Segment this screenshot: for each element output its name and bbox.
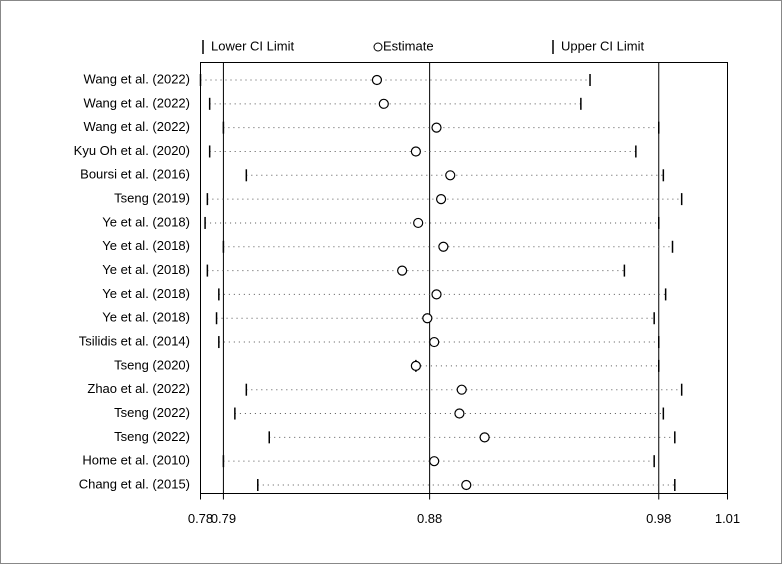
- y-tick-label: Wang et al. (2022): [84, 71, 190, 86]
- y-tick-label: Ye et al. (2018): [102, 286, 190, 301]
- legend-label: Estimate: [383, 38, 434, 53]
- estimate: [371, 74, 383, 86]
- y-tick-label: Tseng (2020): [114, 357, 190, 372]
- y-tick-label: Tseng (2019): [114, 191, 190, 206]
- y-tick-label: Ye et al. (2018): [102, 310, 190, 325]
- legend-symbol: [373, 42, 383, 52]
- estimate: [378, 98, 389, 109]
- y-tick-label: Ye et al. (2018): [102, 238, 190, 253]
- estimate: [456, 384, 467, 395]
- x-tick-label: 0.98: [646, 511, 671, 526]
- x-tick-label: 0.78: [188, 511, 213, 526]
- estimate: [479, 432, 490, 443]
- y-tick-label: Tseng (2022): [114, 429, 190, 444]
- x-tick-label: 1.01: [715, 511, 740, 526]
- estimate: [410, 146, 421, 157]
- legend-label: Lower CI Limit: [211, 38, 294, 53]
- y-tick-label: Chang et al. (2015): [79, 476, 190, 491]
- y-tick-label: Ye et al. (2018): [102, 214, 190, 229]
- estimate: [454, 408, 465, 419]
- estimate: [461, 479, 472, 491]
- y-tick-label: Zhao et al. (2022): [87, 381, 190, 396]
- y-tick-label: Tseng (2022): [114, 405, 190, 420]
- estimate: [431, 289, 442, 300]
- estimate: [422, 313, 433, 324]
- y-tick-label: Wang et al. (2022): [84, 95, 190, 110]
- estimate: [438, 241, 449, 252]
- x-tick-label: 0.88: [417, 511, 442, 526]
- y-tick-label: Wang et al. (2022): [84, 119, 190, 134]
- estimate: [397, 265, 408, 276]
- estimate: [431, 122, 442, 133]
- x-tick-label: 0.79: [211, 511, 236, 526]
- estimate: [429, 456, 440, 467]
- estimate: [445, 170, 456, 181]
- estimate: [410, 360, 421, 371]
- estimate: [413, 217, 424, 229]
- y-tick-label: Boursi et al. (2016): [80, 167, 190, 182]
- estimate: [429, 336, 440, 348]
- y-tick-label: Ye et al. (2018): [102, 262, 190, 277]
- y-tick-label: Kyu Oh et al. (2020): [74, 143, 190, 158]
- estimate: [435, 194, 447, 205]
- y-tick-label: Tsilidis et al. (2014): [79, 333, 190, 348]
- y-tick-label: Home et al. (2010): [82, 453, 190, 468]
- legend-label: Upper CI Limit: [561, 38, 644, 53]
- plot-frame: [200, 62, 728, 494]
